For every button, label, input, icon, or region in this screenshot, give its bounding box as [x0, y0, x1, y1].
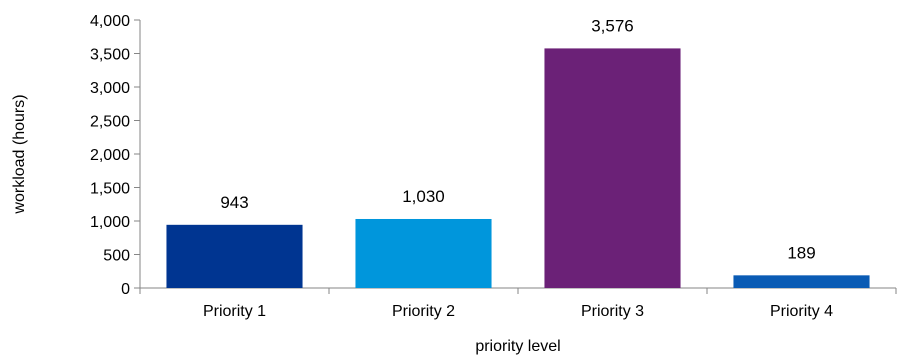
y-tick-label: 4,000 [90, 13, 130, 30]
bar-value-label: 943 [220, 193, 248, 212]
y-tick-label: 1,500 [90, 181, 130, 198]
bar [544, 48, 681, 288]
bar-value-label: 1,030 [402, 187, 445, 206]
y-tick-label: 2,500 [90, 114, 130, 131]
bar-value-label: 3,576 [591, 16, 634, 35]
x-axis: Priority 1 Priority 2 Priority 3 Priority 4 [139, 287, 897, 320]
y-tick-label: 500 [103, 248, 130, 265]
bar-value-label: 189 [787, 243, 815, 262]
x-category-label: Priority 4 [770, 303, 833, 320]
bar [355, 218, 492, 288]
y-tick-label: 3,500 [90, 47, 130, 64]
data-labels: 943 1,030 3,576 189 [220, 16, 815, 262]
y-tick-label: 2,000 [90, 147, 130, 164]
y-axis: 0 500 1,000 1,500 2,000 2,500 3,000 3,500 4,000 [90, 13, 141, 298]
x-category-label: Priority 2 [392, 303, 455, 320]
x-category-label: Priority 1 [203, 303, 266, 320]
y-tick-label: 1,000 [90, 214, 130, 231]
bar [166, 224, 303, 288]
bar [733, 275, 870, 288]
y-axis-title: workload (hours) [11, 94, 28, 214]
x-category-label: Priority 3 [581, 303, 644, 320]
y-tick-label: 0 [121, 281, 130, 298]
x-axis-title: priority level [475, 338, 560, 355]
y-tick-label: 3,000 [90, 80, 130, 97]
bars [166, 48, 870, 288]
